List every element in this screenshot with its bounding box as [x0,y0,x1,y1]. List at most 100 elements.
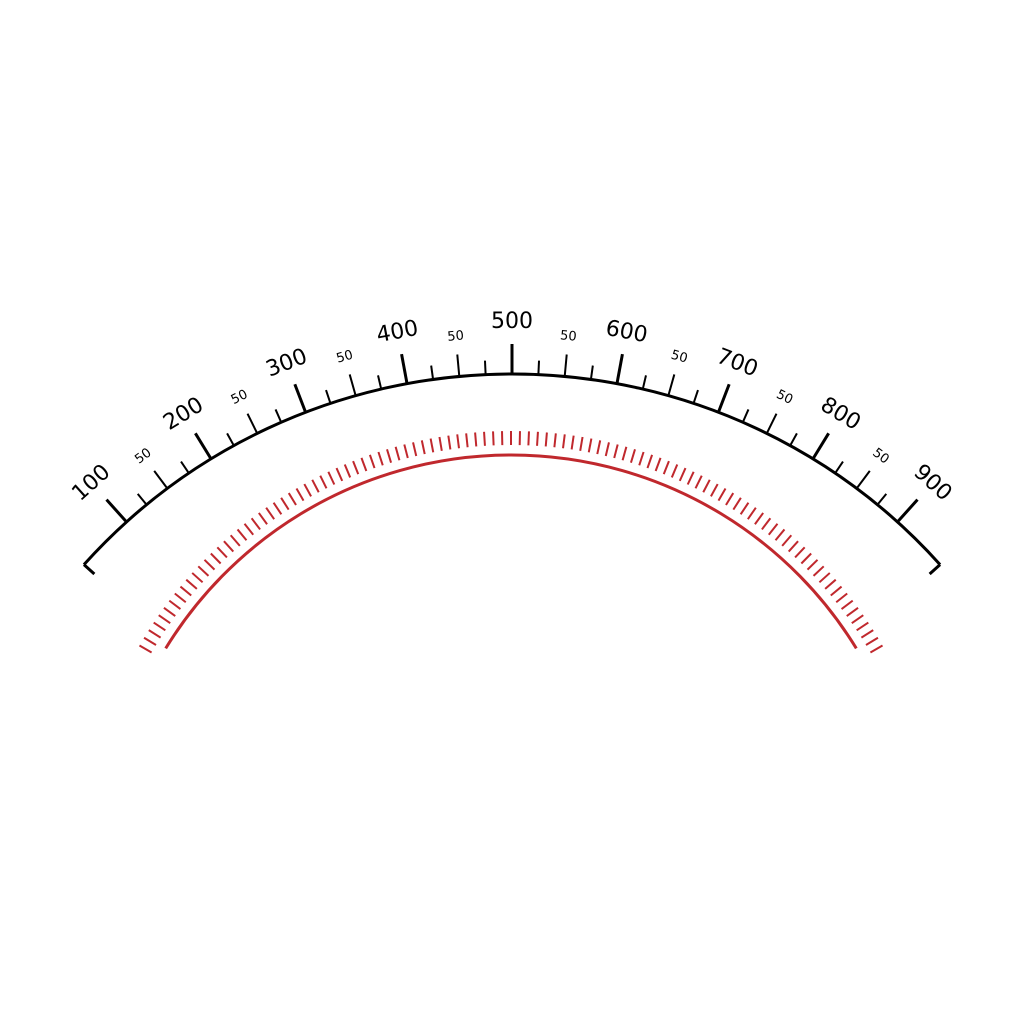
minor-label: 50 [669,348,689,367]
inner-tick [412,442,418,457]
inner-tick [527,431,530,446]
inner-tick [781,534,793,547]
inner-tick [553,433,557,448]
inner-tick [794,546,806,559]
inner-tick [717,487,727,502]
inner-tick [686,471,695,485]
inner-tick [158,614,171,624]
major-label: 700 [713,344,761,382]
minor-tick [834,461,844,474]
inner-tick [483,431,486,446]
inner-tick [368,454,376,469]
minor-label: 50 [559,328,577,344]
inner-tick [456,434,460,449]
inner-tick [613,444,619,459]
inner-tick [747,507,757,520]
inner-tick [394,446,401,461]
inner-tick [860,629,874,639]
inner-tick [216,546,228,559]
inner-tick [830,585,843,597]
minor-label: 50 [774,387,795,408]
minor-tick [537,360,541,375]
major-tick [194,432,213,460]
inner-tick [544,432,548,447]
inner-tick [327,471,336,485]
major-label: 800 [816,392,865,435]
outer-scale-arc [82,372,942,566]
inner-tick [846,607,859,617]
inner-tick [250,517,261,531]
major-label: 300 [263,344,311,382]
inner-tick [654,457,662,472]
inner-tick [840,599,854,610]
major-tick [717,383,731,413]
inner-tick [754,512,764,525]
inner-tick [774,528,786,541]
inner-tick [203,559,216,571]
minor-label: 50 [447,328,465,344]
inner-tick [210,552,222,565]
inner-tick [851,614,864,624]
scale-end-cap [928,563,942,576]
inner-tick [319,475,328,489]
inner-tick [179,585,192,597]
inner-tick [856,621,869,632]
major-label: 200 [159,392,208,435]
inner-tick [185,578,198,590]
inner-tick [710,483,719,497]
inner-tick [662,460,670,475]
inner-tick [438,436,443,451]
minor-tick [855,470,871,490]
inner-tick [229,534,241,547]
minor-tick [180,461,190,474]
inner-tick [148,629,162,639]
inner-tick [474,432,478,447]
inner-tick [621,446,628,461]
inner-tick [806,559,819,571]
minor-tick [692,389,699,404]
minor-tick [456,354,461,377]
inner-tick [335,467,344,482]
minor-tick [741,409,750,423]
minor-tick [136,493,148,506]
inner-tick [835,592,848,604]
minor-label: 50 [869,445,891,467]
minor-tick [589,365,594,380]
major-tick [105,498,128,523]
inner-tick [761,517,772,531]
minor-tick [274,409,283,423]
inner-tick [311,479,320,493]
inner-tick [492,431,495,446]
inner-tick [272,502,283,515]
minor-label: 50 [229,387,250,408]
inner-tick [604,442,610,457]
inner-tick [447,435,452,450]
inner-tick [694,475,703,489]
minor-tick [430,365,435,380]
inner-tick [223,540,235,553]
inner-tick [824,578,837,590]
inner-tick [360,457,368,472]
inner-tick [174,592,187,604]
inner-tick [403,444,409,459]
inner-tick [562,434,566,449]
inner-tick [138,644,153,654]
major-label: 600 [604,316,650,348]
inner-scale [138,431,884,654]
major-tick [811,432,830,460]
inner-tick [596,440,602,455]
inner-tick [287,492,297,506]
inner-tick [702,479,711,493]
inner-tick [303,483,312,497]
inner-tick [191,572,204,584]
inner-tick [670,464,679,478]
inner-tick [536,431,539,446]
inner-tick [570,435,575,450]
inner-tick [865,636,879,646]
inner-tick [579,436,584,451]
inner-tick [197,565,210,577]
inner-tick [725,492,735,506]
minor-tick [483,360,487,375]
major-label: 500 [491,309,533,334]
